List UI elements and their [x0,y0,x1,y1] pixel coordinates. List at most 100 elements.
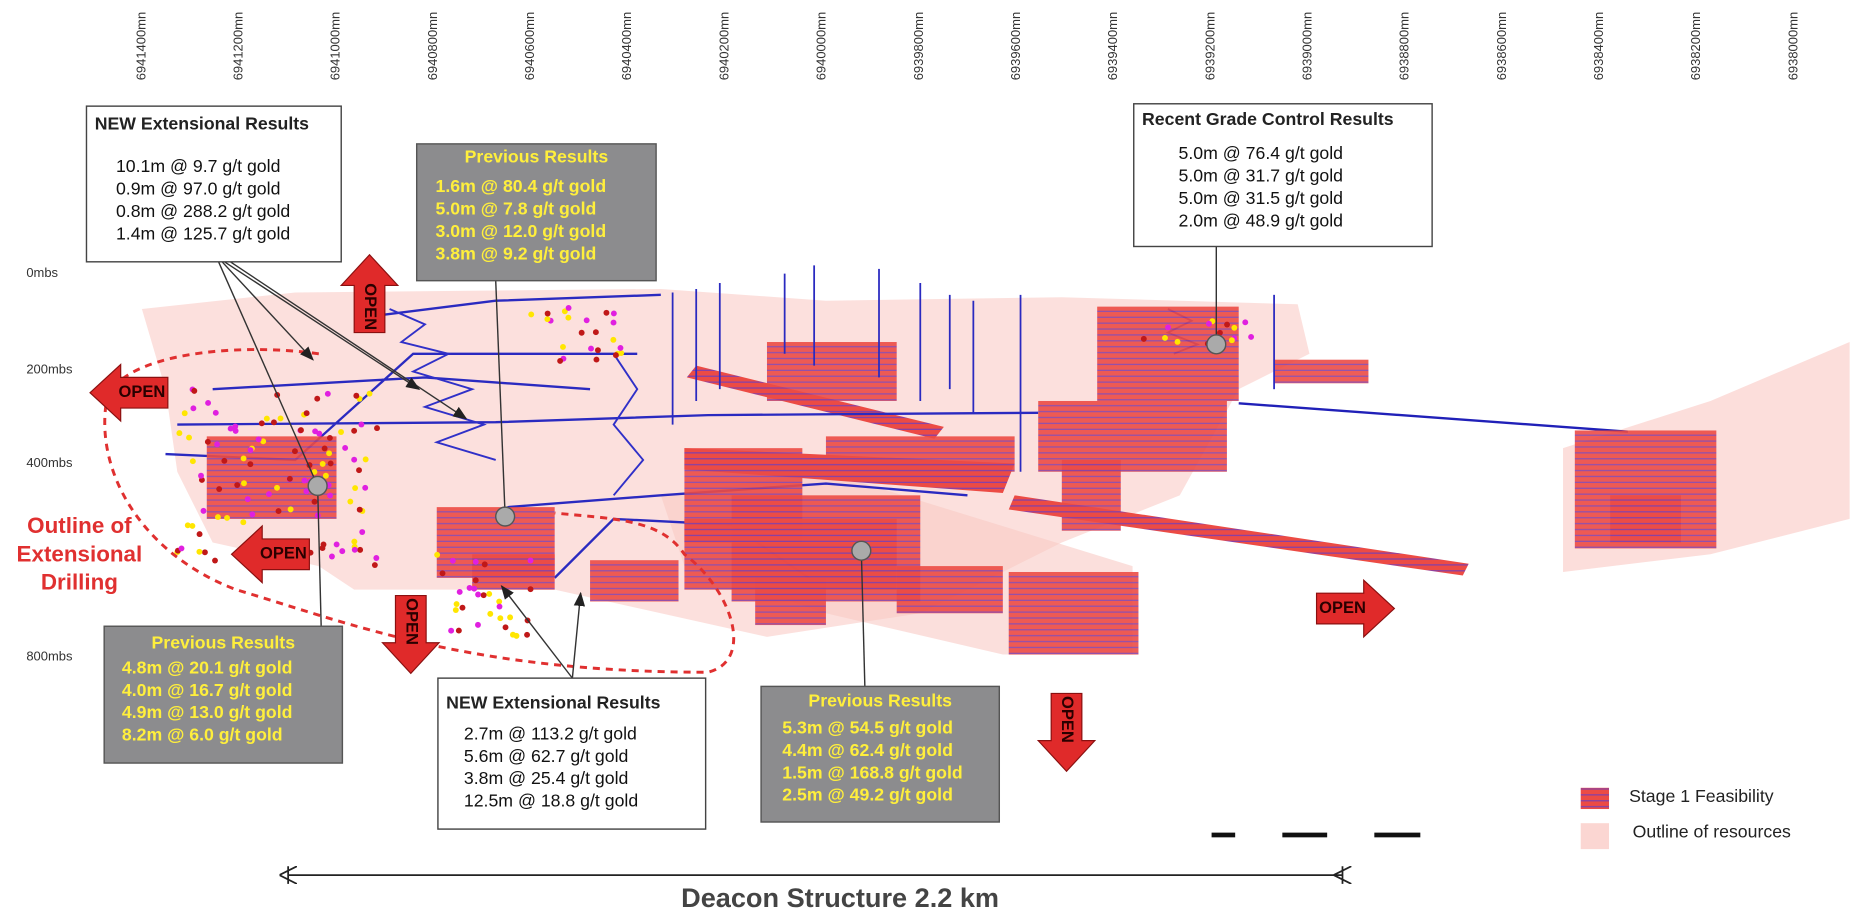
arrow-shape [230,524,310,584]
callout-line: 5.0m @ 76.4 g/t gold [1179,143,1343,163]
drill-point [593,356,600,363]
drill-point [260,438,267,445]
northing-label: 6939200mn [1202,12,1217,81]
drill-point [439,570,446,577]
northing-label: 6940600mn [522,12,537,81]
drill-point [234,482,241,488]
callout-title: Previous Results [808,690,952,710]
drill-point [232,427,239,434]
drill-point [247,461,254,468]
drill-point [603,309,610,316]
drill-point [303,488,310,495]
drill-point [524,631,531,638]
outline-label: Outline of [27,513,132,538]
drill-point [351,546,358,553]
open-arrow: OPEN [230,524,310,584]
drill-point [327,492,334,499]
drill-point [472,558,479,565]
open-label: OPEN [119,383,166,401]
drill-point [452,607,459,613]
drill-point [189,522,196,529]
ore-block [1274,359,1369,384]
drill-point [216,486,223,492]
ore-block [590,560,679,602]
callout-line: 4.9m @ 13.0 g/t gold [122,702,293,722]
drill-point [351,538,358,545]
drill-point [274,484,280,491]
drill-point [342,445,349,451]
drill-point [212,557,218,564]
arrow-shape [1315,578,1396,639]
drill-point [1228,337,1235,344]
drill-point [328,553,335,560]
callout-box [103,625,344,764]
drill-point [339,548,346,555]
drill-point [527,586,534,593]
drill-point [347,498,354,505]
drill-point [333,541,340,548]
northing-label: 6941400mn [133,12,148,81]
drill-point [466,584,473,591]
drill-point [227,425,234,432]
ore-block [755,577,826,626]
drill-point [578,329,585,336]
drill-point [528,311,535,318]
drill-point [196,531,203,538]
drill-point [321,445,328,452]
drill-point [178,545,185,552]
drill-point [362,484,369,491]
drill-point [487,610,494,617]
open-label: OPEN [402,598,420,645]
drill-point [496,603,503,610]
callout: Previous Results 5.3m @ 54.5 g/t gold4.4m… [760,685,1001,823]
callout-box [437,677,707,830]
drill-point [186,434,192,441]
callout-box [85,105,342,263]
drill-point [241,480,247,487]
depth-label: 800mbs [26,648,73,663]
drill-point [456,589,463,595]
drill-point [240,519,247,526]
northing-label: 6938600mn [1494,12,1509,81]
northing-label: 6939400mn [1105,12,1120,81]
drill-point [459,604,466,611]
northing-label: 6938200mn [1688,12,1703,81]
open-label: OPEN [361,283,379,330]
extensional-outline [103,348,736,674]
drill-point [513,632,520,639]
callout-line: 2.7m @ 113.2 g/t gold [464,723,637,743]
callout-line: 5.0m @ 31.7 g/t gold [1179,166,1343,186]
drill-point [214,514,221,521]
drill-point [301,477,308,484]
legend-swatch [1580,787,1610,810]
callout-line: 2.0m @ 48.9 g/t gold [1179,210,1343,230]
drill-point [326,450,333,457]
drill-point [214,441,221,448]
drill-point [224,514,231,521]
callout-line: 10.1m @ 9.7 g/t gold [116,156,280,176]
drill-point [1205,320,1212,327]
drill-point [258,420,265,427]
drill-point [176,430,183,437]
drill-point [351,456,358,463]
drill-point [247,447,254,454]
drill-point [204,438,211,445]
drill-point [486,591,493,597]
drill-point [544,310,551,317]
drill-point [326,434,333,441]
scale-title: Deacon Structure 2.2 km [681,882,999,913]
drill-point [212,409,219,416]
depth-label: 200mbs [26,362,73,377]
drill-point [322,472,329,479]
northing-label: 6939600mn [1008,12,1023,81]
callout-line: 3.0m @ 12.0 g/t gold [436,221,607,241]
drill-point [1162,334,1168,341]
drill-point [356,467,362,474]
ore-block [1008,571,1139,655]
drill-point [356,506,363,513]
drill-point [471,585,478,592]
callout-line: 1.4m @ 125.7 g/t gold [116,223,290,243]
callout-title: NEW Extensional Results [446,693,660,713]
drill-point [314,395,321,402]
